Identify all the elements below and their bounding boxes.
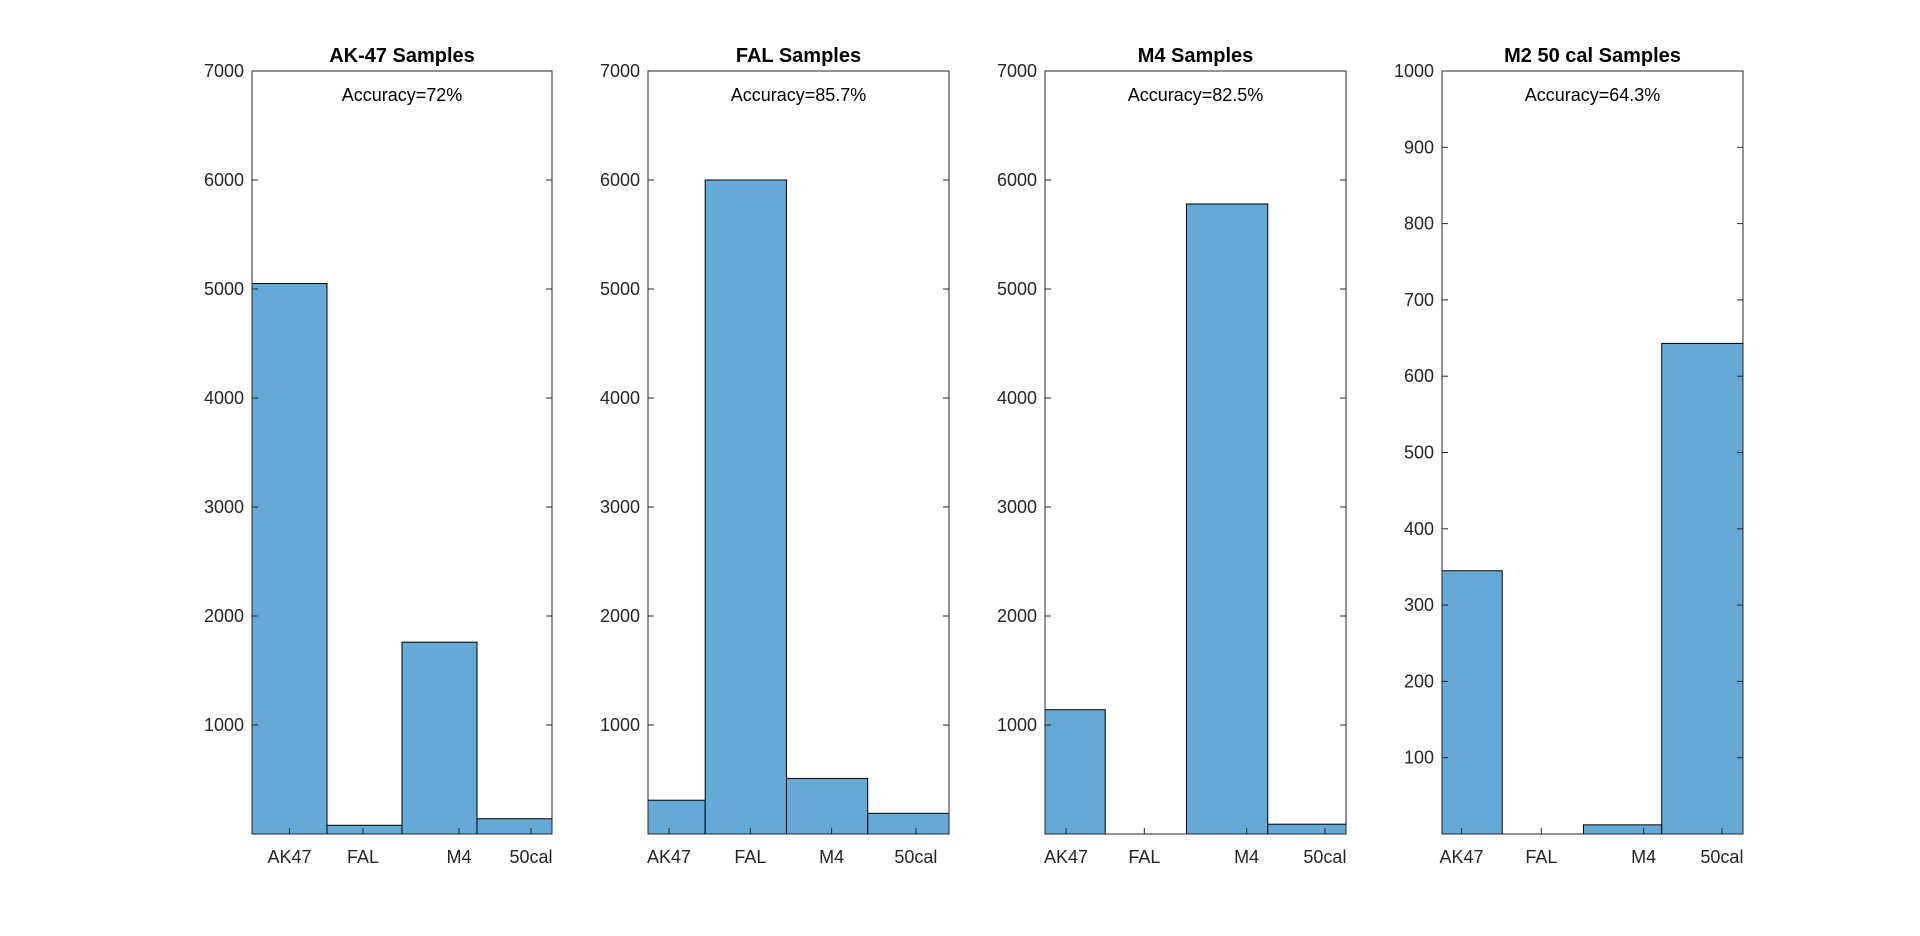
y-tick-label: 200	[1404, 671, 1434, 691]
y-tick-label: 7000	[600, 61, 640, 81]
x-tick-label-fal: FAL	[1128, 847, 1160, 867]
y-tick-label: 700	[1404, 290, 1434, 310]
x-tick-label-ak47: AK47	[1044, 847, 1088, 867]
axes-box	[647, 70, 950, 835]
bar-ak47	[1044, 709, 1106, 835]
x-tick-label-fal: FAL	[347, 847, 379, 867]
chart-panel-3: 1000 2000 3000 4000 5000 6000 7000 AK47 FAL M4 50c…	[997, 45, 1347, 867]
x-tick-label-fal: FAL	[1525, 847, 1557, 867]
y-tick-label: 100	[1404, 748, 1434, 768]
y-tick-label: 5000	[997, 279, 1037, 299]
accuracy-annotation: Accuracy=72%	[342, 85, 463, 105]
y-tick-label: 2000	[204, 606, 244, 626]
accuracy-annotation: Accuracy=64.3%	[1525, 85, 1661, 105]
x-tick-label-m4: M4	[1234, 847, 1259, 867]
y-tick-label: 6000	[204, 170, 244, 190]
bar-m4	[785, 777, 869, 835]
y-tick-label: 900	[1404, 137, 1434, 157]
chart-title: M4 Samples	[1138, 45, 1254, 67]
x-tick-label-m4: M4	[446, 847, 471, 867]
chart-panel-1: 1000 2000 3000 4000 5000 6000 7000 AK47 FAL M4 50c…	[204, 45, 553, 867]
y-tick-label: 800	[1404, 214, 1434, 234]
axes-box	[1044, 70, 1347, 835]
y-tick-label: 1000	[1394, 61, 1434, 81]
x-tick-label-50cal: 50cal	[509, 847, 552, 867]
bar-m4	[401, 641, 478, 835]
x-tick-label-m4: M4	[1631, 847, 1656, 867]
chart-panel-4: 100 200 300 400 500 600 700 800 900 1000 AK47 FAL M4…	[1394, 45, 1744, 867]
bar-50cal	[476, 818, 553, 835]
bar-ak47	[251, 283, 328, 835]
y-tick-label: 4000	[204, 388, 244, 408]
x-tick-label-50cal: 50cal	[1303, 847, 1346, 867]
y-tick-label: 7000	[204, 61, 244, 81]
y-tick-label: 3000	[600, 497, 640, 517]
chart-title: FAL Samples	[736, 45, 861, 67]
x-tick-label-fal: FAL	[734, 847, 766, 867]
bar-ak47	[647, 799, 706, 835]
accuracy-annotation: Accuracy=85.7%	[731, 85, 867, 105]
y-tick-label: 2000	[997, 606, 1037, 626]
accuracy-annotation: Accuracy=82.5%	[1128, 85, 1264, 105]
y-tick-label: 5000	[600, 279, 640, 299]
y-tick-label: 400	[1404, 519, 1434, 539]
y-tick-label: 600	[1404, 366, 1434, 386]
bar-m4	[1582, 824, 1663, 835]
y-tick-label: 3000	[997, 497, 1037, 517]
y-tick-label: 6000	[997, 170, 1037, 190]
x-tick-label-m4: M4	[819, 847, 844, 867]
x-tick-label-ak47: AK47	[267, 847, 311, 867]
x-tick-label-ak47: AK47	[1440, 847, 1484, 867]
chart-title: M2 50 cal Samples	[1504, 45, 1681, 67]
bar-50cal	[1661, 342, 1744, 835]
x-tick-label-ak47: AK47	[647, 847, 691, 867]
bar-fal	[704, 179, 787, 835]
y-tick-label: 7000	[997, 61, 1037, 81]
y-tick-label: 4000	[600, 388, 640, 408]
y-tick-label: 500	[1404, 443, 1434, 463]
bar-fal	[326, 824, 403, 835]
y-tick-label: 4000	[997, 388, 1037, 408]
y-tick-label: 1000	[997, 715, 1037, 735]
bar-50cal	[1267, 823, 1347, 835]
y-tick-label: 2000	[600, 606, 640, 626]
y-tick-label: 1000	[600, 715, 640, 735]
chart-panel-2: 1000 2000 3000 4000 5000 6000 7000 AK47 FAL M4 50c…	[600, 45, 950, 867]
bar-m4	[1185, 203, 1269, 835]
y-tick-label: 300	[1404, 595, 1434, 615]
x-tick-label-50cal: 50cal	[1700, 847, 1743, 867]
y-tick-label: 5000	[204, 279, 244, 299]
y-tick-label: 6000	[600, 170, 640, 190]
y-tick-label: 3000	[204, 497, 244, 517]
bar-50cal	[867, 812, 950, 835]
chart-title: AK-47 Samples	[329, 45, 475, 67]
x-tick-label-50cal: 50cal	[894, 847, 937, 867]
y-tick-label: 1000	[204, 715, 244, 735]
bar-ak47	[1441, 570, 1503, 835]
axes-box	[251, 70, 553, 835]
